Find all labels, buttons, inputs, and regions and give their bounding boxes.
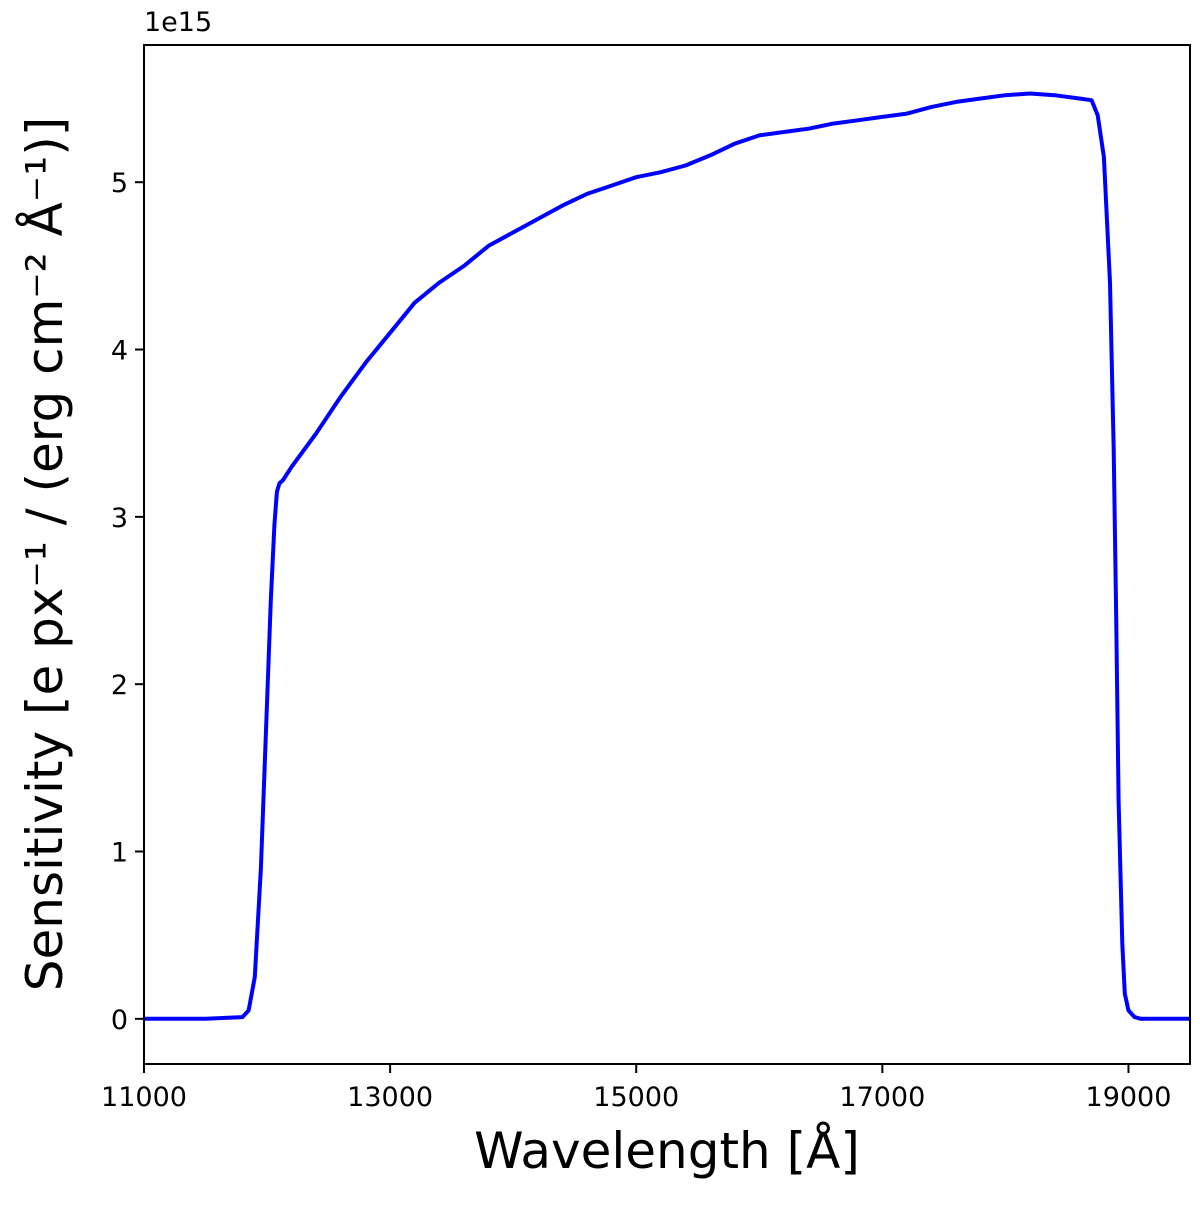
x-tick-label: 15000: [593, 1082, 679, 1113]
x-tick-label: 11000: [101, 1082, 187, 1113]
y-tick-label: 1: [111, 837, 128, 868]
x-axis-ticks: 11000 13000 15000 17000 19000: [101, 1064, 1171, 1113]
series-line-0: [144, 91, 1190, 1021]
y-tick-label: 5: [111, 168, 128, 199]
x-axis-label: Wavelength [Å]: [474, 1122, 860, 1180]
y-tick-label: 3: [111, 503, 128, 534]
y-offset-label: 1e15: [144, 7, 212, 38]
y-axis-label: Sensitivity [e px⁻¹ / (erg cm⁻² Å⁻¹)]: [16, 117, 74, 992]
x-tick-label: 19000: [1086, 1082, 1172, 1113]
y-tick-label: 4: [111, 336, 128, 367]
axes-frame: [143, 44, 1191, 1065]
y-tick-label: 0: [111, 1005, 128, 1036]
y-axis-ticks: 0 1 2 3 4 5: [111, 168, 144, 1036]
y-tick-label: 2: [111, 670, 128, 701]
x-tick-label: 13000: [347, 1082, 433, 1113]
x-tick-label: 17000: [839, 1082, 925, 1113]
plot-area: [144, 91, 1190, 1021]
